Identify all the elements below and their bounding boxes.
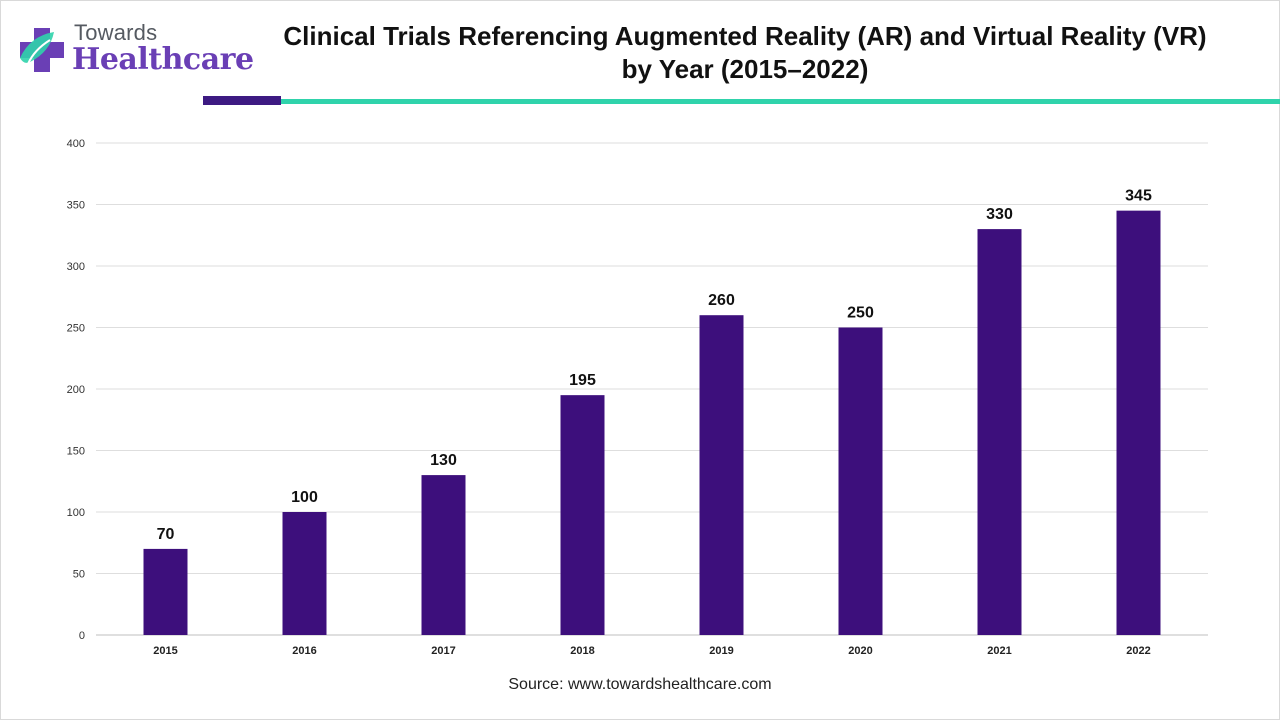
y-tick-label: 350 <box>67 200 85 212</box>
y-tick-label: 300 <box>67 261 85 273</box>
chart-title-line2: by Year (2015–2022) <box>621 54 869 84</box>
source-note: Source: www.towardshealthcare.com <box>508 676 772 693</box>
data-label: 250 <box>847 305 874 322</box>
brand-logo: Towards Healthcare <box>18 20 254 84</box>
data-label: 260 <box>708 292 735 309</box>
bar <box>560 395 605 635</box>
bar <box>1116 210 1161 635</box>
y-tick-label: 100 <box>67 507 85 519</box>
bar <box>282 512 327 635</box>
x-tick-label: 2021 <box>987 645 1011 657</box>
data-label: 330 <box>986 206 1013 223</box>
header-accent-teal <box>281 99 1280 104</box>
x-tick-label: 2015 <box>153 645 177 657</box>
y-tick-label: 150 <box>67 446 85 458</box>
y-tick-label: 200 <box>67 384 85 396</box>
x-tick-label: 2017 <box>431 645 455 657</box>
bar <box>421 475 466 635</box>
y-tick-label: 0 <box>79 630 85 642</box>
x-tick-label: 2022 <box>1126 645 1150 657</box>
chart-title-line1: Clinical Trials Referencing Augmented Re… <box>283 21 1207 51</box>
bar <box>699 315 744 635</box>
x-tick-label: 2020 <box>848 645 872 657</box>
header-accent-purple <box>203 96 281 105</box>
y-tick-label: 250 <box>67 323 85 335</box>
data-label: 130 <box>430 452 457 469</box>
data-label: 70 <box>157 526 175 543</box>
x-tick-label: 2016 <box>292 645 316 657</box>
bar <box>143 548 188 635</box>
bar <box>838 327 883 635</box>
brand-name-top: Towards <box>74 20 158 45</box>
brand-name-bottom: Healthcare <box>72 42 254 77</box>
bar <box>977 229 1022 635</box>
medical-cross-icon <box>20 28 64 72</box>
data-label: 345 <box>1125 188 1152 205</box>
data-label: 100 <box>291 489 318 506</box>
x-tick-label: 2018 <box>570 645 594 657</box>
y-tick-label: 400 <box>67 138 85 150</box>
x-tick-label: 2019 <box>709 645 733 657</box>
y-tick-label: 50 <box>73 569 85 581</box>
data-label: 195 <box>569 372 596 389</box>
chart-title: Clinical Trials Referencing Augmented Re… <box>250 20 1240 86</box>
